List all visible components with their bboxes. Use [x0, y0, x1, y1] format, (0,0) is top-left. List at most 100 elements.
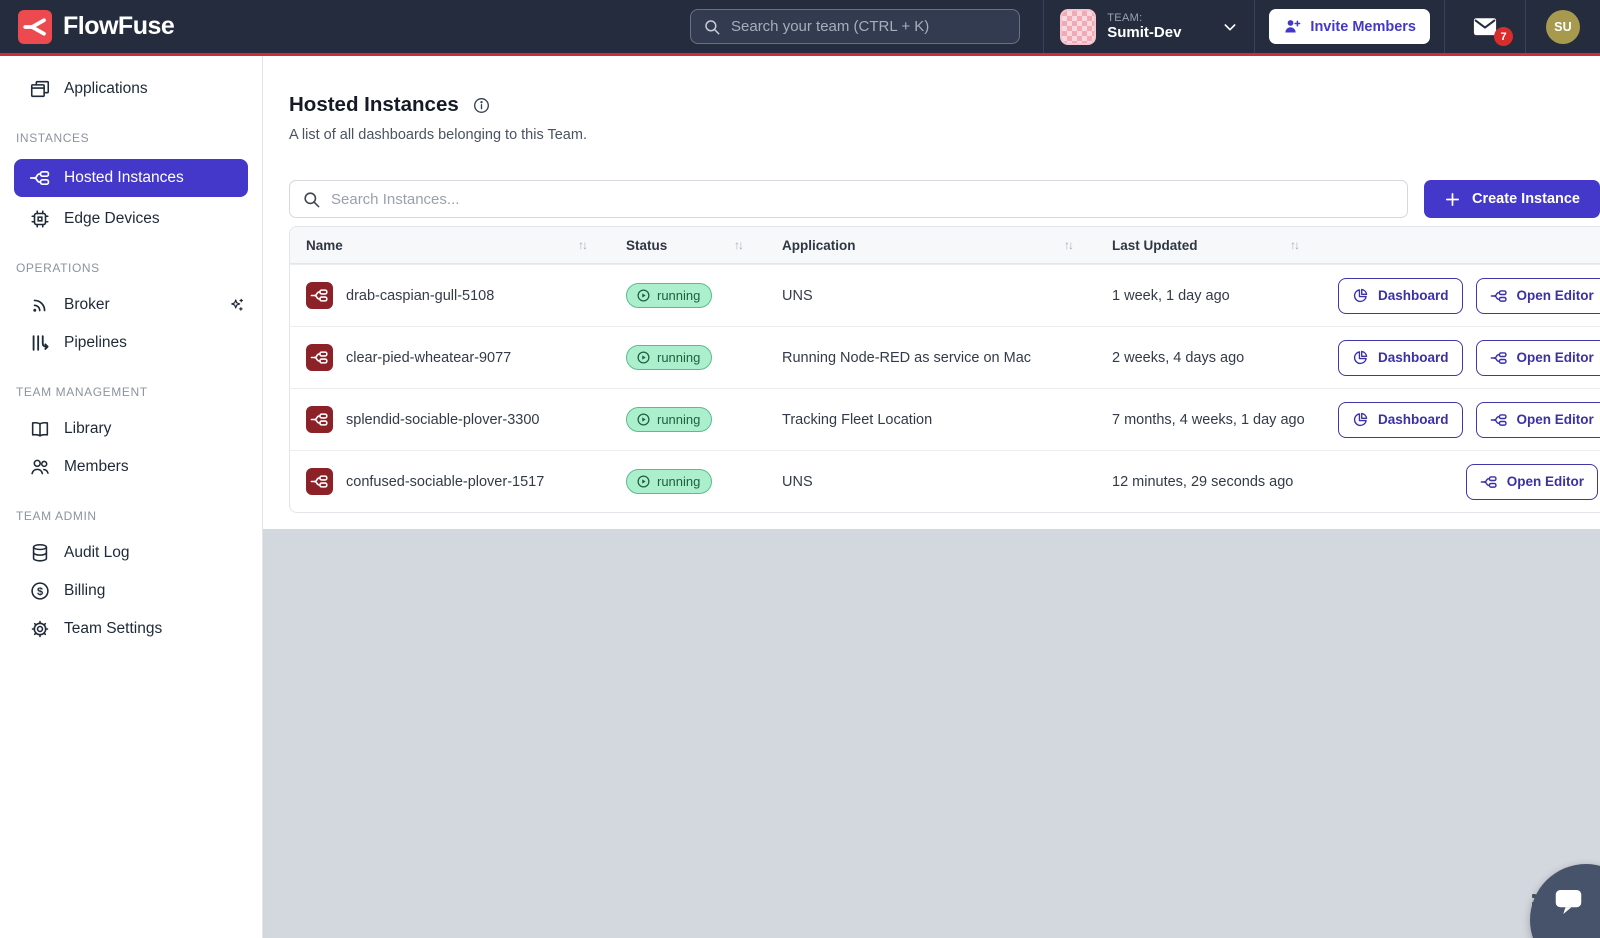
node-red-icon: [1480, 475, 1497, 488]
play-circle-icon: [637, 475, 650, 488]
sidebar-item-edge-devices[interactable]: Edge Devices: [0, 200, 262, 238]
last-updated: 12 minutes, 29 seconds ago: [1112, 473, 1294, 490]
node-red-icon: [1490, 351, 1507, 364]
sidebar-section-title: TEAM ADMIN: [16, 509, 97, 523]
table-header-row: Name ↑↓ Status ↑↓ Application ↑↓ Last Updat…: [290, 227, 1600, 264]
column-header-last-updated[interactable]: Last Updated ↑↓: [1112, 237, 1300, 253]
status-badge: running: [626, 407, 713, 432]
node-red-instance-icon: [306, 344, 333, 371]
table-row[interactable]: splendid-sociable-plover-3300 running Tr…: [290, 388, 1600, 450]
sidebar-item-pipelines[interactable]: Pipelines: [0, 324, 262, 362]
sidebar-item-label: Members: [64, 458, 129, 475]
sidebar-item-label: Audit Log: [64, 544, 130, 561]
page-title: Hosted Instances: [289, 93, 459, 116]
notification-badge: 7: [1494, 27, 1513, 46]
play-circle-icon: [637, 351, 650, 364]
sort-icon[interactable]: ↑↓: [1290, 238, 1300, 252]
instance-name[interactable]: drab-caspian-gull-5108: [346, 287, 495, 304]
table-row[interactable]: confused-sociable-plover-1517 running UN…: [290, 450, 1600, 512]
book-icon: [31, 421, 49, 437]
node-red-icon: [1490, 413, 1507, 426]
dashboard-button[interactable]: Dashboard: [1338, 339, 1463, 376]
sort-icon[interactable]: ↑↓: [734, 238, 744, 252]
sidebar-item-label: Edge Devices: [64, 210, 160, 227]
sidebar: Applications INSTANCES Hosted Instances …: [0, 56, 263, 938]
sidebar-item-team-settings[interactable]: Team Settings: [0, 610, 262, 648]
team-avatar: [1060, 8, 1097, 45]
pie-chart-icon: [1353, 350, 1368, 365]
users-icon: [31, 459, 49, 475]
last-updated: 2 weeks, 4 days ago: [1112, 349, 1245, 366]
sidebar-item-label: Team Settings: [64, 620, 163, 637]
sidebar-item-applications[interactable]: Applications: [0, 70, 262, 108]
sidebar-item-billing[interactable]: $ Billing: [0, 572, 262, 610]
chevron-down-icon: [1222, 19, 1238, 35]
database-icon: [32, 543, 48, 562]
node-red-icon: [1490, 289, 1507, 302]
user-plus-icon: [1285, 20, 1301, 33]
applications-icon: [30, 80, 50, 98]
notifications-button[interactable]: 7: [1445, 0, 1525, 53]
sidebar-item-members[interactable]: Members: [0, 448, 262, 486]
svg-text:$: $: [37, 586, 43, 598]
last-updated: 7 months, 4 weeks, 1 day ago: [1112, 411, 1305, 428]
team-search-box[interactable]: [690, 9, 1020, 44]
column-header-application[interactable]: Application ↑↓: [782, 237, 1074, 253]
sidebar-item-broker[interactable]: Broker: [0, 286, 262, 324]
create-instance-button[interactable]: Create Instance: [1424, 180, 1600, 218]
open-editor-button[interactable]: Open Editor: [1465, 463, 1598, 500]
sidebar-item-library[interactable]: Library: [0, 410, 262, 448]
brand-name: FlowFuse: [63, 12, 175, 40]
top-navbar: FlowFuse TEAM: Sumit-Dev Invite Members: [0, 0, 1600, 56]
gear-icon: [31, 620, 49, 638]
open-editor-button[interactable]: Open Editor: [1475, 339, 1600, 376]
instances-table: Name ↑↓ Status ↑↓ Application ↑↓ Last Updat…: [289, 226, 1600, 513]
instance-name[interactable]: clear-pied-wheatear-9077: [346, 349, 512, 366]
column-header-status[interactable]: Status ↑↓: [626, 237, 744, 253]
sidebar-item-hosted-instances[interactable]: Hosted Instances: [14, 159, 248, 197]
pipelines-icon: [32, 335, 49, 351]
status-badge: running: [626, 283, 713, 308]
sidebar-item-label: Pipelines: [64, 334, 127, 351]
sort-icon[interactable]: ↑↓: [578, 238, 588, 252]
status-badge: running: [626, 345, 713, 370]
sort-icon[interactable]: ↑↓: [1064, 238, 1074, 252]
instance-name[interactable]: confused-sociable-plover-1517: [346, 473, 545, 490]
plus-icon: [1445, 192, 1460, 206]
avatar: SU: [1546, 9, 1580, 44]
user-menu[interactable]: SU: [1526, 0, 1600, 53]
sidebar-item-label: Broker: [64, 296, 110, 313]
team-selector[interactable]: TEAM: Sumit-Dev: [1044, 0, 1254, 53]
info-icon[interactable]: [472, 96, 491, 115]
search-icon: [304, 191, 320, 207]
instance-name[interactable]: splendid-sociable-plover-3300: [346, 411, 540, 428]
last-updated: 1 week, 1 day ago: [1112, 287, 1230, 304]
column-header-name[interactable]: Name ↑↓: [306, 237, 588, 253]
table-row[interactable]: drab-caspian-gull-5108 running UNS 1 wee…: [290, 264, 1600, 326]
dashboard-button[interactable]: Dashboard: [1338, 277, 1463, 314]
team-search-input[interactable]: [731, 18, 1007, 35]
flowfuse-logo-icon: [18, 9, 52, 44]
application-name: Running Node-RED as service on Mac: [782, 349, 1032, 366]
broker-rss-icon: [33, 299, 46, 312]
table-row[interactable]: clear-pied-wheatear-9077 running Running…: [290, 326, 1600, 388]
open-editor-button[interactable]: Open Editor: [1475, 401, 1600, 438]
chat-bubble-icon: [1555, 890, 1582, 914]
sidebar-item-label: Library: [64, 420, 112, 437]
pie-chart-icon: [1353, 412, 1368, 427]
application-name: UNS: [782, 473, 813, 490]
sidebar-item-label: Billing: [64, 582, 106, 599]
flowfuse-logo[interactable]: FlowFuse: [0, 0, 192, 53]
nav-divider: [1525, 0, 1526, 53]
open-editor-button[interactable]: Open Editor: [1475, 277, 1600, 314]
main-content: Hosted Instances A list of all dashboard…: [263, 56, 1600, 938]
dollar-circle-icon: $: [31, 582, 49, 600]
sidebar-item-audit-log[interactable]: Audit Log: [0, 534, 262, 572]
node-red-instance-icon: [306, 282, 333, 309]
invite-members-button[interactable]: Invite Members: [1269, 9, 1430, 44]
instances-search-box[interactable]: [289, 180, 1408, 218]
page-subtitle: A list of all dashboards belonging to th…: [289, 127, 587, 143]
instances-search-input[interactable]: [331, 190, 1395, 208]
dashboard-button[interactable]: Dashboard: [1338, 401, 1463, 438]
play-circle-icon: [637, 289, 650, 302]
